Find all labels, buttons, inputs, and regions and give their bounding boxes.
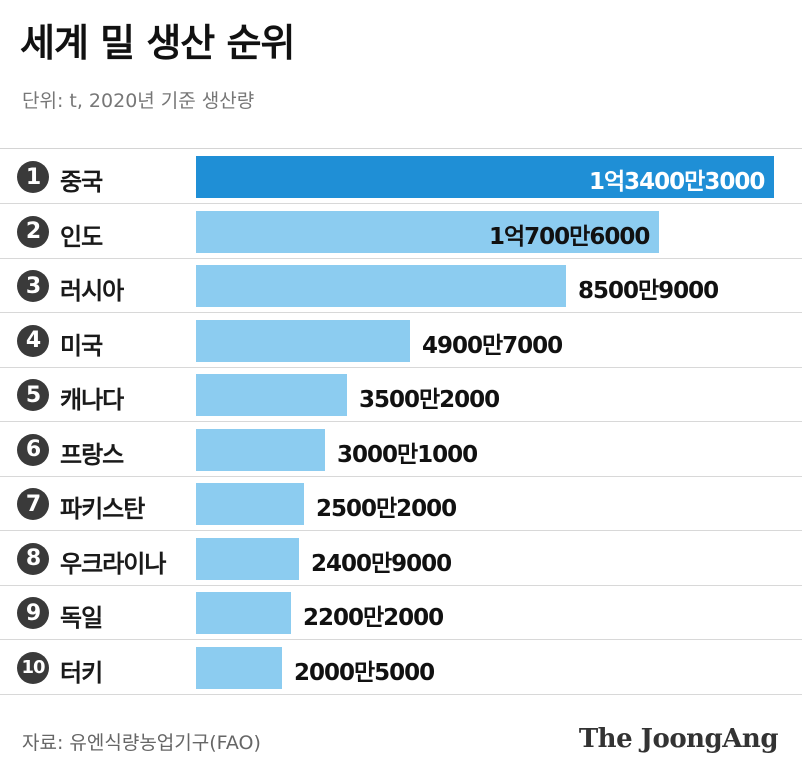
bar bbox=[196, 265, 566, 307]
country-label: 프랑스 bbox=[60, 440, 124, 469]
bar bbox=[196, 428, 325, 471]
country-label: 캐나다 bbox=[60, 386, 124, 414]
bar-chart: 1 중국 1억3400만3000 2 인도 1억700만6000 3 러시아 8500만9000… bbox=[0, 150, 802, 700]
value-label: 2500만2000 bbox=[316, 496, 457, 522]
rank-badge: 1 bbox=[17, 161, 49, 193]
bar bbox=[196, 374, 347, 416]
row-divider bbox=[0, 421, 802, 422]
rank-badge: 9 bbox=[17, 597, 49, 629]
value-label: 2400만9000 bbox=[311, 550, 452, 577]
bar bbox=[196, 537, 299, 580]
rank-badge: 2 bbox=[17, 215, 49, 248]
rank-badge: 3 bbox=[17, 270, 49, 302]
chart-title: 세계 밀 생산 순위 bbox=[20, 21, 295, 65]
chart-subtitle: 단위: t, 2020년 기준 생산량 bbox=[22, 90, 255, 112]
row-divider bbox=[0, 530, 802, 531]
country-label: 미국 bbox=[60, 331, 103, 360]
top-divider bbox=[0, 148, 802, 149]
row-divider bbox=[0, 312, 802, 313]
row-divider bbox=[0, 257, 802, 259]
country-label: 러시아 bbox=[60, 277, 124, 305]
country-label: 터키 bbox=[60, 658, 103, 687]
value-label: 3500만2000 bbox=[359, 387, 500, 413]
row-divider bbox=[0, 639, 802, 640]
value-label: 2200만2000 bbox=[303, 605, 444, 631]
bar-row: 4 미국 4900만7000 bbox=[0, 314, 802, 368]
source-note: 자료: 유엔식량농업기구(FAO) bbox=[22, 732, 261, 754]
bar-row: 8 우크라이나 2400만9000 bbox=[0, 532, 802, 586]
rank-badge: 7 bbox=[17, 488, 49, 520]
publisher-logo: The JoongAng bbox=[578, 724, 779, 754]
bar bbox=[196, 210, 659, 253]
value-label: 4900만7000 bbox=[422, 332, 563, 359]
bar-row: 7 파키스탄 2500만2000 bbox=[0, 477, 802, 531]
bar-row: 5 캐나다 3500만2000 bbox=[0, 368, 802, 422]
bar-row: 10 터키 2000만5000 bbox=[0, 641, 802, 695]
rank-badge: 8 bbox=[17, 542, 49, 575]
value-label: 3000만1000 bbox=[337, 441, 478, 468]
country-label: 중국 bbox=[60, 168, 103, 196]
bar-row: 9 독일 2200만2000 bbox=[0, 586, 802, 640]
bar bbox=[196, 483, 304, 525]
value-label: 8500만9000 bbox=[578, 278, 719, 304]
rank-badge: 4 bbox=[17, 324, 49, 357]
value-label: 1억700만6000 bbox=[489, 223, 650, 250]
bar bbox=[196, 156, 774, 198]
bar-row: 6 프랑스 3000만1000 bbox=[0, 423, 802, 477]
rank-badge: 5 bbox=[17, 379, 49, 411]
country-label: 독일 bbox=[60, 604, 103, 632]
rank-badge: 10 bbox=[17, 651, 49, 684]
row-divider bbox=[0, 693, 802, 695]
bar-row: 3 러시아 8500만9000 bbox=[0, 259, 802, 313]
row-divider bbox=[0, 475, 802, 477]
country-label: 인도 bbox=[60, 222, 103, 251]
value-label: 1억3400만3000 bbox=[589, 169, 765, 195]
country-label: 우크라이나 bbox=[60, 549, 166, 578]
row-divider bbox=[0, 584, 802, 586]
row-divider bbox=[0, 366, 802, 368]
bar bbox=[196, 646, 282, 689]
value-label: 2000만5000 bbox=[294, 659, 435, 686]
bar-row: 2 인도 1억700만6000 bbox=[0, 205, 802, 259]
rank-badge: 6 bbox=[17, 433, 49, 466]
bar-row: 1 중국 1억3400만3000 bbox=[0, 150, 802, 204]
country-label: 파키스탄 bbox=[60, 495, 145, 523]
bar bbox=[196, 319, 410, 362]
bar bbox=[196, 592, 291, 634]
row-divider bbox=[0, 203, 802, 204]
